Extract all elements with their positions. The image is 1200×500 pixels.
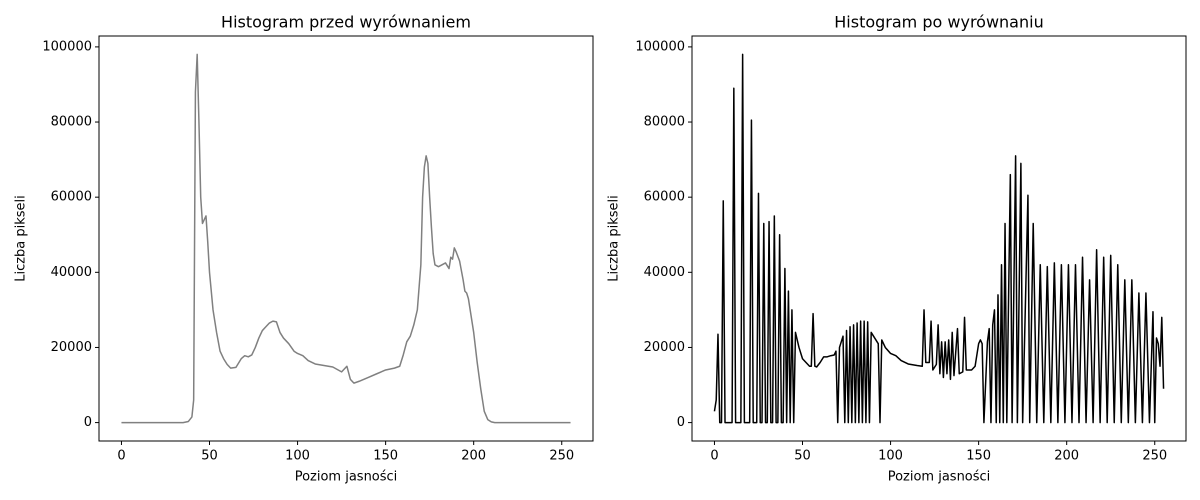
x-tick-label: 150 <box>966 449 991 464</box>
x-tick-label: 0 <box>117 449 125 464</box>
y-tick-label: 100000 <box>42 39 92 54</box>
chart-title: Histogram po wyrównaniu <box>834 13 1043 32</box>
x-axis-label: Poziom jasności <box>295 470 398 485</box>
y-tick-label: 80000 <box>51 115 92 130</box>
x-tick-label: 200 <box>1054 449 1079 464</box>
y-tick-label: 0 <box>84 415 92 430</box>
x-axis-label: Poziom jasności <box>888 470 991 485</box>
y-tick-label: 40000 <box>51 265 92 280</box>
plot-frame <box>691 35 1187 442</box>
chart-title: Histogram przed wyrównaniem <box>221 13 471 32</box>
y-tick-label: 40000 <box>644 265 685 280</box>
x-tick-label: 100 <box>285 449 310 464</box>
x-tick-label: 250 <box>1142 449 1167 464</box>
plot-frame <box>98 35 594 442</box>
y-tick-label: 100000 <box>635 39 685 54</box>
x-tick-label: 150 <box>373 449 398 464</box>
y-tick-label: 80000 <box>644 115 685 130</box>
y-tick-label: 60000 <box>644 190 685 205</box>
y-axis-label: Liczba pikseli <box>14 195 29 282</box>
x-tick-label: 200 <box>461 449 486 464</box>
x-tick-label: 100 <box>878 449 903 464</box>
y-tick-label: 60000 <box>51 190 92 205</box>
y-axis-label: Liczba pikseli <box>607 195 622 282</box>
x-tick-label: 50 <box>794 449 811 464</box>
x-tick-label: 250 <box>549 449 574 464</box>
data-line <box>713 53 1165 424</box>
x-tick-label: 50 <box>201 449 218 464</box>
data-line <box>121 53 571 424</box>
y-tick-label: 20000 <box>644 340 685 355</box>
y-tick-label: 0 <box>677 415 685 430</box>
y-tick-label: 20000 <box>51 340 92 355</box>
x-tick-label: 0 <box>710 449 718 464</box>
